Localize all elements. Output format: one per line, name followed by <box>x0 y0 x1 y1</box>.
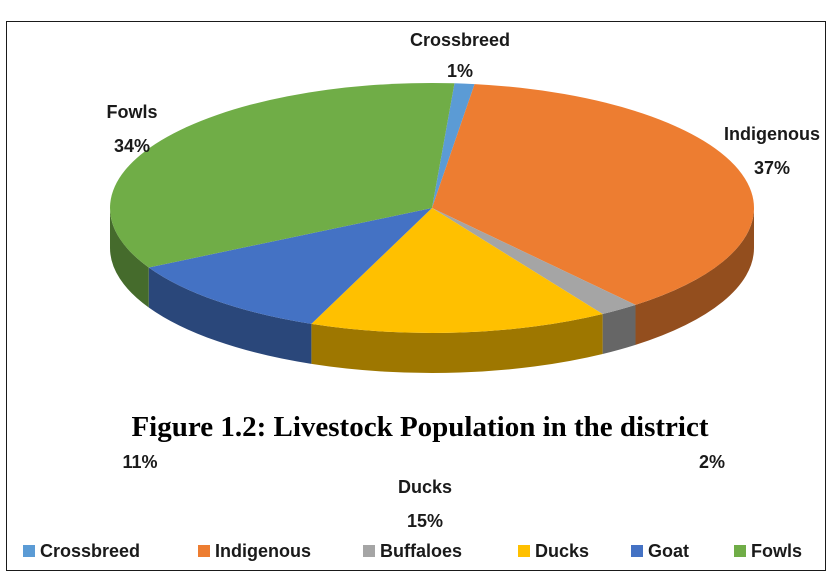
caption-background <box>215 404 615 456</box>
data-label-goat-value: 11% <box>122 452 157 472</box>
pie-wall-buffaloes <box>602 304 636 355</box>
data-label-buffaloes-value: 2% <box>699 452 725 472</box>
legend-label-buffaloes: Buffaloes <box>380 541 462 561</box>
legend-label-indigenous: Indigenous <box>215 541 311 561</box>
legend-swatch-indigenous <box>198 545 210 557</box>
data-label-fowls-value: 34% <box>114 136 150 156</box>
legend-label-fowls: Fowls <box>751 541 802 561</box>
figure-caption: Figure 1.2: Livestock Population in the … <box>131 411 709 443</box>
legend-swatch-fowls <box>734 545 746 557</box>
legend-label-crossbreed: Crossbreed <box>40 541 140 561</box>
data-label-ducks-value: 15% <box>407 511 443 531</box>
data-label-crossbreed-name: Crossbreed <box>410 30 510 50</box>
legend-label-ducks: Ducks <box>535 541 589 561</box>
data-label-indigenous-value: 37% <box>754 158 790 178</box>
pie-wall-ducks <box>311 314 603 373</box>
pie-slice-fowls <box>110 83 455 268</box>
data-label-indigenous-name: Indigenous <box>724 124 820 144</box>
pie-slice-buffaloes <box>432 208 636 315</box>
pie-slice-goat <box>148 208 432 324</box>
legend-label-goat: Goat <box>648 541 689 561</box>
pie-wall-fowls <box>110 208 149 308</box>
pie-slice-crossbreed <box>432 83 475 208</box>
legend-swatch-goat <box>631 545 643 557</box>
data-label-crossbreed-value: 1% <box>447 61 473 81</box>
pie-slice-ducks <box>311 208 603 334</box>
pie-wall-goat <box>148 267 312 364</box>
legend-swatch-ducks <box>518 545 530 557</box>
data-label-ducks-name: Ducks <box>398 477 452 497</box>
legend-swatch-crossbreed <box>23 545 35 557</box>
pie-wall-indigenous <box>635 208 754 345</box>
pie-slice-indigenous <box>432 84 754 305</box>
data-label-fowls-name: Fowls <box>106 102 157 122</box>
legend-swatch-buffaloes <box>363 545 375 557</box>
